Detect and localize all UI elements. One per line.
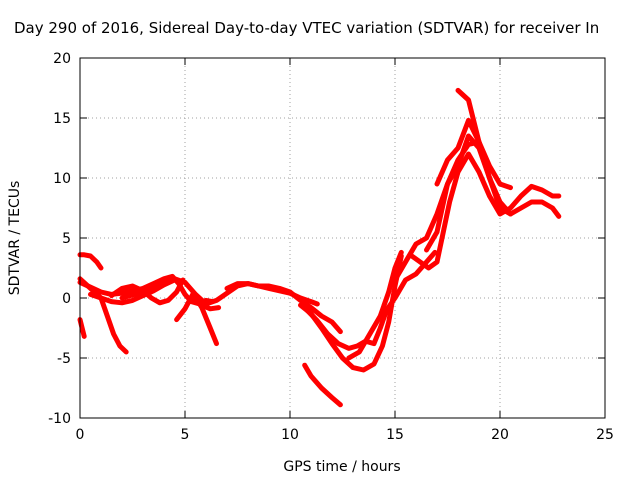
x-tick-label: 0 <box>76 427 85 443</box>
x-tick-label: 25 <box>596 427 614 443</box>
series-line-arc-15 <box>384 249 438 313</box>
x-axis-label: GPS time / hours <box>283 459 400 475</box>
series-line-arc-12 <box>304 307 390 351</box>
series-line-arc-10 <box>224 281 343 335</box>
y-axis-label: SDTVAR / TECUs <box>7 181 23 296</box>
x-tick-label: 15 <box>386 427 404 443</box>
x-tick-label: 20 <box>491 427 509 443</box>
grid <box>80 58 605 418</box>
series-line-arc-20 <box>455 87 513 217</box>
series-line-arc-9 <box>190 297 222 312</box>
x-tick-label: 5 <box>181 427 190 443</box>
chart-title: Day 290 of 2016, Sidereal Day-to-day VTE… <box>14 19 599 37</box>
series-line-arc-6 <box>109 277 186 306</box>
series-line-arc-2 <box>77 317 87 339</box>
series-line-arc-1 <box>77 252 104 271</box>
series-line-arc-17 <box>409 151 562 271</box>
y-tick-label: 5 <box>62 231 71 247</box>
y-tick-label: 20 <box>53 51 71 67</box>
series-line-arc-13 <box>302 362 343 408</box>
ticks: 0 5 10 15 20 25 -10 -5 0 5 10 15 20 <box>48 51 614 443</box>
y-tick-label: 0 <box>62 291 71 307</box>
series-group <box>77 87 562 408</box>
y-tick-label: 15 <box>53 111 71 127</box>
x-tick-label: 10 <box>281 427 299 443</box>
y-tick-label: 10 <box>53 171 71 187</box>
series-line-arc-14 <box>346 249 404 361</box>
y-tick-label: -10 <box>48 411 71 427</box>
y-tick-label: -5 <box>57 351 71 367</box>
